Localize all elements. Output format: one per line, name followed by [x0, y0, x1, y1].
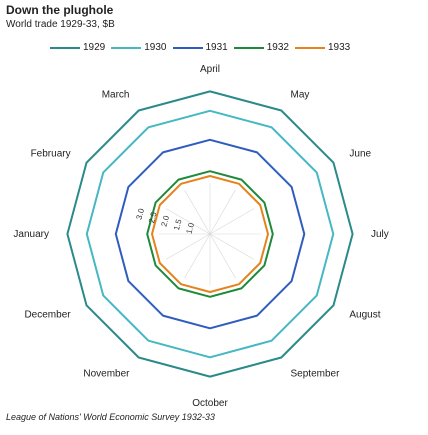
chart-subtitle: World trade 1929-33, $B	[6, 19, 115, 30]
grid-spoke	[165, 208, 211, 235]
radial-tick-label: 3.0	[134, 207, 146, 221]
legend-swatch	[295, 46, 325, 49]
series-line-1929	[66, 90, 354, 378]
legend-label: 1930	[144, 42, 167, 53]
legend-swatch	[111, 46, 142, 49]
legend-swatch	[172, 46, 203, 49]
chart-title: Down the plughole	[6, 3, 114, 17]
legend-label: 1933	[328, 42, 351, 53]
legend-item-1931: 1931	[172, 42, 228, 53]
grid-spoke	[209, 208, 255, 235]
radial-tick-label: 1.5	[172, 218, 184, 232]
category-label-february: February	[31, 149, 71, 160]
category-label-september: September	[291, 368, 341, 379]
category-label-january: January	[13, 229, 49, 240]
grid-spoke	[209, 233, 236, 279]
radial-tick-label: 2.5	[147, 210, 159, 224]
legend-swatch	[233, 46, 264, 49]
legend-item-1933: 1933	[295, 42, 350, 53]
legend-label: 1932	[266, 42, 289, 53]
legend-item-1929: 1929	[50, 42, 105, 53]
category-label-december: December	[24, 310, 71, 321]
category-label-march: March	[102, 90, 130, 101]
series-line-1933	[151, 175, 269, 293]
grid-spoke	[184, 233, 211, 279]
category-label-april: April	[200, 64, 220, 75]
category-label-july: July	[371, 229, 389, 240]
category-label-november: November	[83, 368, 130, 379]
legend-swatch	[50, 46, 80, 49]
source-note: League of Nations' World Economic Survey…	[6, 412, 215, 422]
grid-spoke	[184, 189, 211, 235]
grid-spoke	[209, 233, 255, 260]
grid-spoke	[209, 189, 236, 235]
category-label-may: May	[291, 90, 310, 101]
radial-tick-label: 2.0	[159, 214, 171, 228]
category-label-june: June	[349, 149, 371, 160]
legend-item-1932: 1932	[233, 42, 289, 53]
series-line-1932	[146, 170, 274, 298]
legend-label: 1929	[83, 42, 106, 53]
series-line-1930	[85, 109, 335, 359]
radial-tick-label: 1.0	[184, 221, 196, 235]
category-label-october: October	[192, 398, 228, 409]
legend-item-1930: 1930	[111, 42, 167, 53]
series-line-1931	[114, 138, 306, 330]
category-label-august: August	[349, 310, 380, 321]
grid-spoke	[165, 233, 211, 260]
legend: 1929 1930 1931 1932 1933	[50, 42, 350, 53]
legend-label: 1931	[205, 42, 228, 53]
